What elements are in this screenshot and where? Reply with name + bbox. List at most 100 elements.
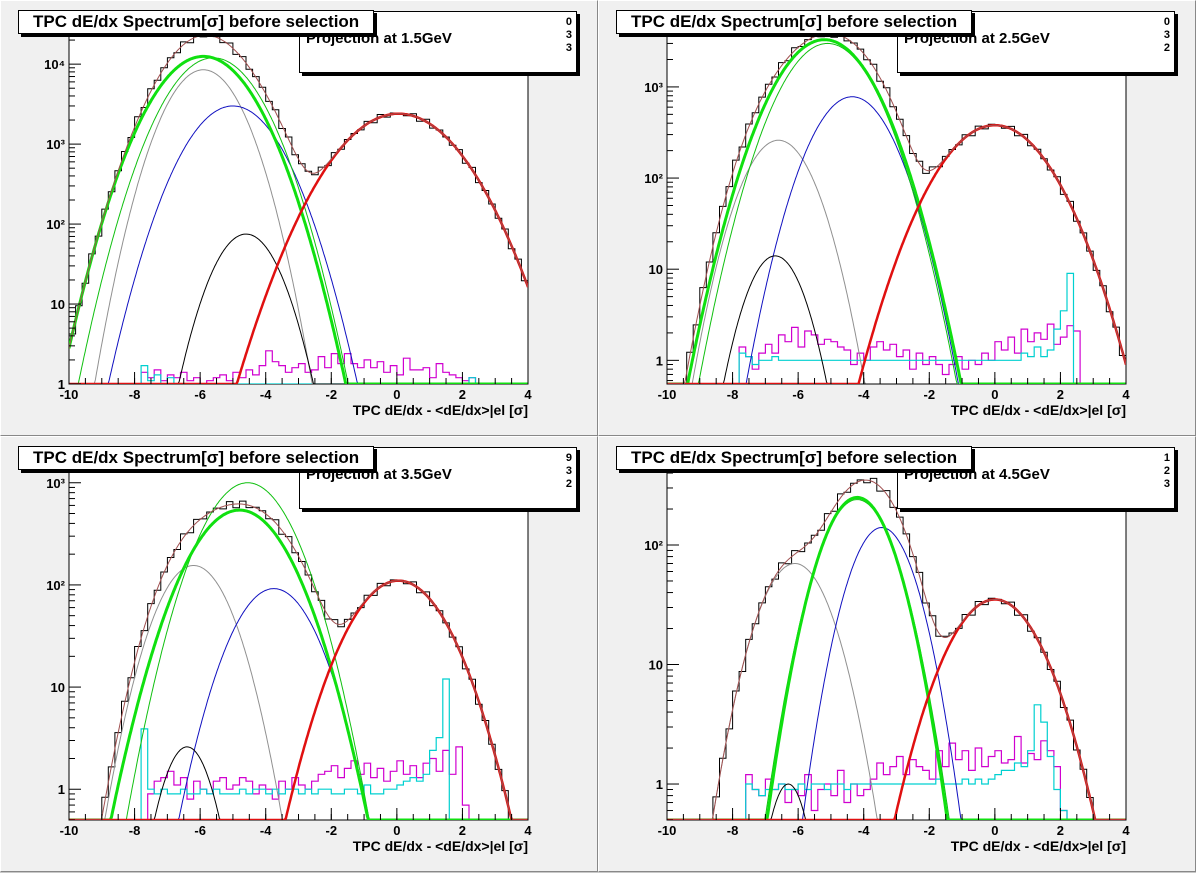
- residual-magenta-histogram: [69, 350, 528, 384]
- pion-fit-curve: [667, 38, 1126, 384]
- kaon-fit-curve: [667, 526, 1126, 820]
- stats-value: 0: [1163, 16, 1170, 28]
- y-tick-label: 1: [656, 777, 663, 792]
- stats-value: 3: [565, 29, 572, 41]
- pion_thin-fit-curve: [667, 42, 1126, 384]
- plot-svg-1: -10 -8 -6 -4 -2 0 2 4 1 10 10² 10³ 10⁴ TPC dE/dx - <d…: [44, 15, 532, 418]
- stats-value: 3: [1163, 29, 1170, 41]
- x-tick-label: -6: [792, 823, 804, 838]
- stats-values: 9 3 2: [558, 452, 572, 491]
- y-tick-label: 10³: [46, 137, 65, 152]
- y-tick-label: 10³: [46, 476, 65, 491]
- x-tick-label: -10: [658, 387, 677, 402]
- stats-value: 9: [565, 452, 572, 464]
- x-axis-title: TPC dE/dx - <dE/dx>|el [σ]: [353, 402, 528, 418]
- x-tick-label: 0: [393, 823, 400, 838]
- x-tick-label: -10: [60, 387, 79, 402]
- stats-value: 2: [1163, 465, 1170, 477]
- x-tick-label: 0: [393, 387, 400, 402]
- x-tick-label: 4: [524, 823, 532, 838]
- y-tick-label: 10: [649, 262, 663, 277]
- x-tick-label: 0: [991, 387, 998, 402]
- x-tick-label: -4: [260, 823, 272, 838]
- y-tick-label: 10³: [644, 80, 663, 95]
- x-tick-label: -2: [924, 387, 936, 402]
- y-tick-label: 10: [51, 297, 65, 312]
- x-tick-label: -2: [326, 387, 338, 402]
- chart-title: TPC dE/dx Spectrum[σ] before selection: [18, 446, 375, 470]
- plot-area: [69, 33, 528, 384]
- x-tick-label: -10: [60, 823, 79, 838]
- total-fit-curve: [69, 34, 528, 349]
- y-tick-label: 10: [51, 680, 65, 695]
- x-tick-label: -8: [129, 823, 141, 838]
- residual-cyan-histogram: [667, 704, 1126, 820]
- x-tick-label: -6: [194, 387, 206, 402]
- deuteron-fit-curve: [69, 233, 528, 384]
- plot-area: [69, 482, 528, 820]
- x-axis-title: TPC dE/dx - <dE/dx>|el [σ]: [951, 402, 1126, 418]
- x-tick-label: -4: [858, 823, 870, 838]
- x-tick-label: 2: [1057, 387, 1064, 402]
- stats-value: 3: [565, 42, 572, 54]
- stats-values: 1 2 3: [1156, 452, 1170, 491]
- projection-label: Projection at 1.5GeV: [306, 30, 452, 47]
- kaon-fit-curve: [69, 588, 528, 820]
- pion-fit-curve: [69, 508, 528, 820]
- x-axis-title: TPC dE/dx - <dE/dx>|el [σ]: [951, 838, 1126, 854]
- pion_thin-fit-curve: [69, 482, 528, 820]
- x-tick-label: -2: [924, 823, 936, 838]
- stats-value: 0: [565, 16, 572, 28]
- chart-title: TPC dE/dx Spectrum[σ] before selection: [616, 446, 973, 470]
- pion-fit-curve: [667, 495, 1126, 820]
- y-tick-label: 1: [58, 377, 65, 392]
- x-tick-label: 2: [459, 823, 466, 838]
- x-tick-label: -8: [129, 387, 141, 402]
- pad-4[interactable]: -10 -8 -6 -4 -2 0 2 4 1 10 10² TPC dE/dx - <dE/dx>|…: [598, 436, 1196, 872]
- residual-magenta-histogram: [69, 746, 528, 820]
- y-tick-label: 1: [58, 782, 65, 797]
- stats-value: 3: [1163, 478, 1170, 490]
- stats-value: 3: [565, 465, 572, 477]
- x-tick-label: 4: [1122, 387, 1130, 402]
- x-tick-label: 0: [991, 823, 998, 838]
- y-tick-label: 10: [649, 658, 663, 673]
- plot-area: [667, 477, 1126, 820]
- proton-fit-curve: [69, 69, 528, 384]
- y-tick-label: 10⁴: [44, 57, 65, 72]
- y-tick-label: 10²: [46, 578, 65, 593]
- stats-values: 0 3 3: [558, 16, 572, 55]
- stats-box: Projection at 3.5GeV 9 3 2: [299, 447, 577, 509]
- kaon-fit-curve: [667, 96, 1126, 384]
- chart-title: TPC dE/dx Spectrum[σ] before selection: [18, 10, 375, 34]
- total-fit-curve: [69, 503, 528, 820]
- y-tick-label: 10²: [46, 217, 65, 232]
- y-tick-label: 10²: [644, 171, 663, 186]
- pad-3[interactable]: -10 -8 -6 -4 -2 0 2 4 1 10 10² 10³ TPC dE/dx - <dE/d…: [0, 436, 598, 872]
- residual-cyan-histogram: [667, 272, 1126, 384]
- stats-values: 0 3 2: [1156, 16, 1170, 55]
- x-axis-title: TPC dE/dx - <dE/dx>|el [σ]: [353, 838, 528, 854]
- proton-fit-curve: [667, 139, 1126, 384]
- projection-label: Projection at 3.5GeV: [306, 466, 452, 483]
- pad-2[interactable]: -10 -8 -6 -4 -2 0 2 4 1 10 10² 10³ TPC dE/dx - <dE/d…: [598, 0, 1196, 436]
- stats-value: 2: [1163, 42, 1170, 54]
- residual-cyan-histogram: [69, 365, 528, 384]
- pad-1[interactable]: -10 -8 -6 -4 -2 0 2 4 1 10 10² 10³ 10⁴ TPC dE/dx - <d…: [0, 0, 598, 436]
- x-tick-label: -4: [260, 387, 272, 402]
- x-tick-label: -6: [194, 823, 206, 838]
- plot-svg-2: -10 -8 -6 -4 -2 0 2 4 1 10 10² 10³ TPC dE/dx - <dE/d…: [644, 15, 1130, 418]
- stats-value: 2: [565, 478, 572, 490]
- kaon-fit-curve: [69, 105, 528, 384]
- plot-area: [667, 30, 1126, 384]
- total-fit-curve: [667, 479, 1126, 820]
- residual-magenta-histogram: [667, 323, 1126, 384]
- x-tick-label: 4: [1122, 823, 1130, 838]
- x-tick-label: -10: [658, 823, 677, 838]
- x-tick-label: -8: [727, 387, 739, 402]
- x-tick-label: 2: [459, 387, 466, 402]
- proton-fit-curve: [69, 565, 528, 820]
- x-tick-label: -4: [858, 387, 870, 402]
- plot-svg-3: -10 -8 -6 -4 -2 0 2 4 1 10 10² 10³ TPC dE/dx - <dE/d…: [46, 451, 532, 854]
